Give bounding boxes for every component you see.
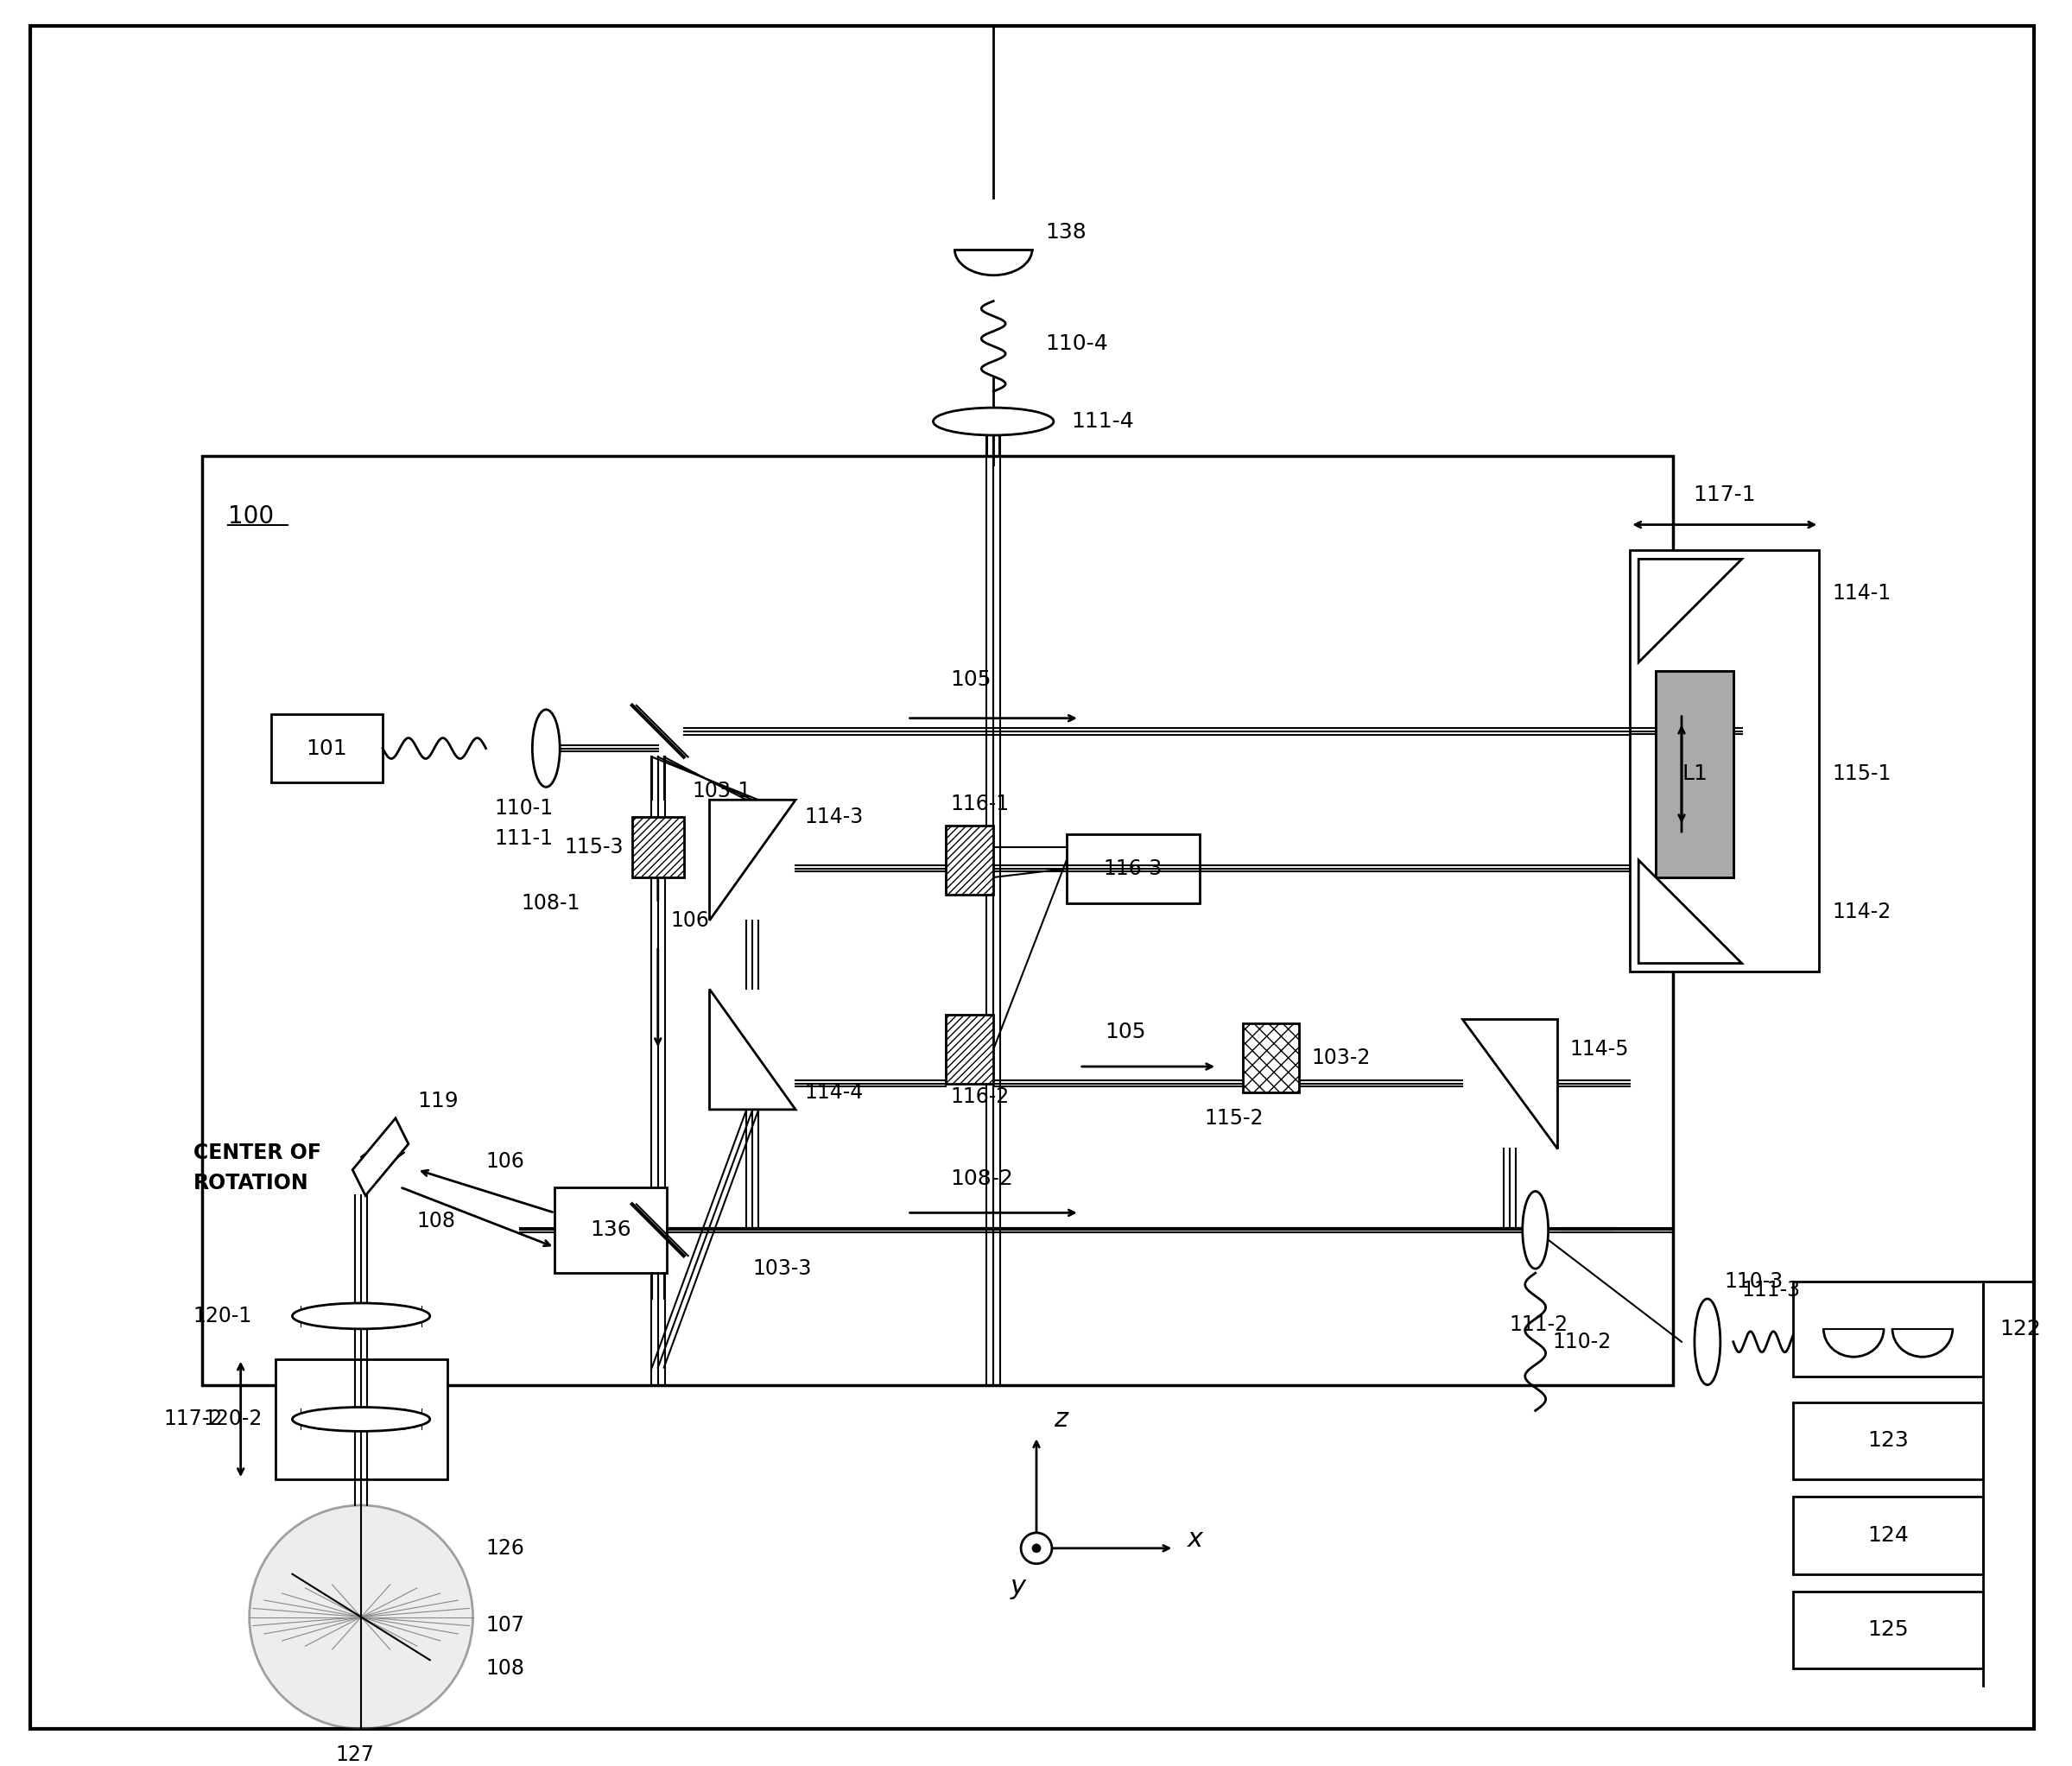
Text: 103-2: 103-2 [1312,1047,1372,1068]
Text: 120-1: 120-1 [193,1305,253,1326]
Text: 111-4: 111-4 [1071,411,1133,433]
Text: 103-1: 103-1 [692,781,752,802]
Text: 136: 136 [591,1220,632,1240]
Bar [1794,1591,1983,1669]
Text: 116-3: 116-3 [1102,858,1162,879]
Text: 119: 119 [416,1091,458,1111]
Polygon shape [1463,1019,1556,1148]
Text: 114-4: 114-4 [804,1083,864,1102]
Text: CENTER OF: CENTER OF [193,1143,321,1164]
Text: 114-3: 114-3 [804,807,864,828]
Bar [201,456,1672,1385]
Text: 105: 105 [1104,1023,1146,1042]
Text: 110-4: 110-4 [1044,334,1109,355]
Polygon shape [1639,860,1743,962]
Text: 110-3: 110-3 [1724,1272,1784,1293]
Ellipse shape [292,1303,431,1328]
Bar [632,818,684,878]
Polygon shape [709,989,796,1109]
Text: 115-3: 115-3 [564,837,624,858]
Circle shape [249,1505,472,1729]
Text: y: y [1011,1575,1026,1600]
Text: 116-1: 116-1 [951,795,1009,814]
Text: 127: 127 [336,1745,375,1764]
Text: 111-1: 111-1 [495,828,553,849]
Text: 120-2: 120-2 [203,1409,263,1429]
Bar [947,1015,992,1084]
Text: 108-1: 108-1 [522,894,580,913]
Text: 111-3: 111-3 [1743,1280,1801,1300]
Ellipse shape [932,408,1055,434]
Text: 111-2: 111-2 [1510,1314,1569,1335]
Text: 108: 108 [416,1211,456,1231]
Bar [1794,1282,1983,1376]
Text: 126: 126 [485,1538,524,1559]
Bar [1656,671,1734,878]
Text: 122: 122 [1999,1319,2041,1339]
Text: 125: 125 [1867,1619,1908,1641]
Text: 115-2: 115-2 [1204,1107,1264,1128]
Text: 114-2: 114-2 [1832,901,1892,922]
Ellipse shape [1523,1192,1548,1268]
Bar [1631,551,1819,971]
Polygon shape [352,1118,408,1196]
Text: 115-1: 115-1 [1832,763,1892,784]
Text: 117-1: 117-1 [1693,484,1755,505]
Bar [1243,1024,1299,1093]
Text: z: z [1055,1408,1067,1432]
Polygon shape [709,800,796,920]
Text: 108-2: 108-2 [951,1167,1013,1189]
Ellipse shape [533,710,559,788]
Text: 114-1: 114-1 [1832,583,1892,604]
Text: 106: 106 [671,909,709,931]
Text: 101: 101 [307,738,348,759]
Ellipse shape [1695,1298,1720,1385]
Text: ROTATION: ROTATION [193,1173,309,1194]
Text: 106: 106 [485,1151,524,1171]
Text: 107: 107 [485,1616,524,1635]
Bar [1656,671,1734,878]
Bar [947,826,992,895]
Text: 114-5: 114-5 [1571,1038,1629,1060]
Bar [276,1360,448,1480]
Text: 117-2: 117-2 [164,1409,222,1429]
Polygon shape [1639,560,1743,662]
Text: 105: 105 [951,669,990,691]
Bar [1067,834,1200,902]
Text: 116-2: 116-2 [951,1086,1009,1107]
Bar [555,1187,667,1273]
Text: 100: 100 [228,503,274,528]
Bar [1794,1496,1983,1574]
Text: 103-3: 103-3 [752,1259,812,1279]
Text: 108: 108 [485,1658,524,1679]
Text: L1: L1 [1682,763,1707,784]
Text: 124: 124 [1867,1526,1908,1545]
Bar [271,713,383,782]
Text: 138: 138 [1044,223,1086,242]
Text: 110-1: 110-1 [495,798,553,819]
Circle shape [1032,1543,1040,1552]
Bar [1794,1402,1983,1480]
Text: 110-2: 110-2 [1552,1332,1612,1353]
Text: 123: 123 [1867,1430,1908,1452]
Ellipse shape [292,1408,431,1430]
Circle shape [1021,1533,1053,1563]
Text: x: x [1187,1528,1202,1552]
